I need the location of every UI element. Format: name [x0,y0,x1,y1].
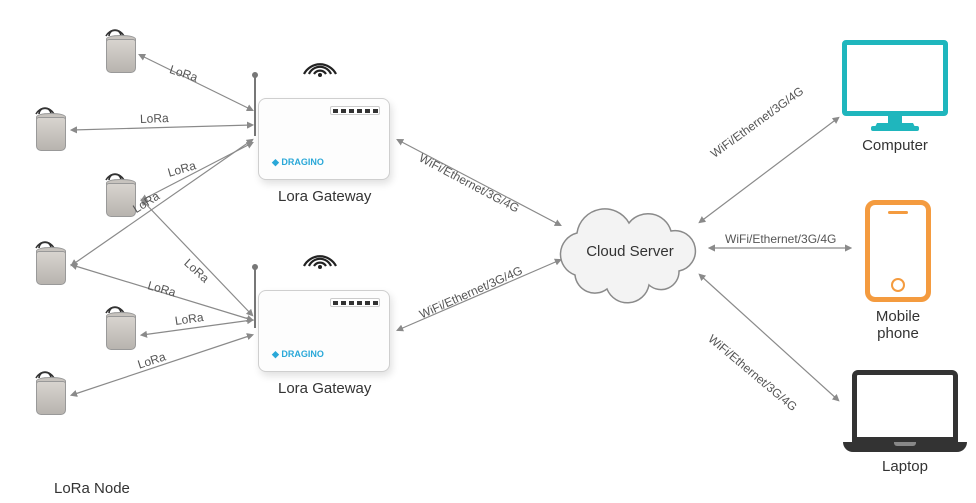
connection-label: WiFi/Ethernet/3G/4G [417,263,524,321]
gateway-label: Lora Gateway [278,380,371,397]
connection-arrow [72,125,252,130]
computer-device: Computer [840,40,950,154]
cloud-server: Cloud Server [560,209,695,303]
connection-arrow [72,140,252,265]
connection-arrow [700,118,838,222]
connection-label: WiFi/Ethernet/3G/4G [706,332,800,414]
lora-gateway: ◆ DRAGINO [238,58,398,188]
diagram-stage: { "labels": { "lora_node": "LoRa Node", … [0,0,976,503]
connection-label: WiFi/Ethernet/3G/4G [725,232,836,246]
connection-label: LoRa [168,62,200,84]
connections-layer: Cloud Server [0,0,976,503]
connection-label: WiFi/Ethernet/3G/4G [708,84,806,161]
phone-icon [865,200,931,302]
connection-label: WiFi/Ethernet/3G/4G [417,151,522,216]
mobile-label: Mobile phone [858,308,938,342]
connection-label: LoRa [146,278,177,299]
wifi-icon [298,50,342,80]
lora-gateway: ◆ DRAGINO [238,250,398,380]
lora-node [30,96,70,151]
wifi-icon [298,242,342,272]
connection-arrow [142,200,252,315]
connection-label: LoRa [174,310,204,328]
mobile-device: Mobile phone [858,200,938,342]
connection-arrow [72,335,252,395]
lora-node [100,18,140,73]
lora-node [30,360,70,415]
connection-label: LoRa [136,349,168,371]
connection-label: LoRa [166,158,197,179]
lora-node-label: LoRa Node [54,480,130,497]
laptop-label: Laptop [840,458,970,475]
monitor-icon [842,40,948,116]
lora-node [100,295,140,350]
gateway-label: Lora Gateway [278,188,371,205]
connection-label: LoRa [140,111,169,126]
lora-node [30,230,70,285]
laptop-device: Laptop [840,370,970,475]
svg-text:Cloud Server: Cloud Server [586,243,674,260]
connection-label: LoRa [181,256,212,286]
laptop-icon [852,370,958,442]
computer-label: Computer [840,137,950,154]
